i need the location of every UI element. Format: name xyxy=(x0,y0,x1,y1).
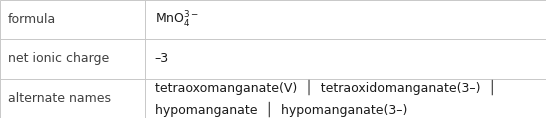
Text: hypomanganate  │  hypomanganate(3–): hypomanganate │ hypomanganate(3–) xyxy=(155,102,407,117)
Text: formula: formula xyxy=(8,13,56,26)
Text: MnO$_4^{3-}$: MnO$_4^{3-}$ xyxy=(155,10,199,30)
Text: tetraoxomanganate(V)  │  tetraoxidomanganate(3–)  │: tetraoxomanganate(V) │ tetraoxidomangana… xyxy=(155,80,496,95)
Text: –3: –3 xyxy=(155,53,169,65)
Text: net ionic charge: net ionic charge xyxy=(8,53,109,65)
Text: alternate names: alternate names xyxy=(8,92,111,105)
